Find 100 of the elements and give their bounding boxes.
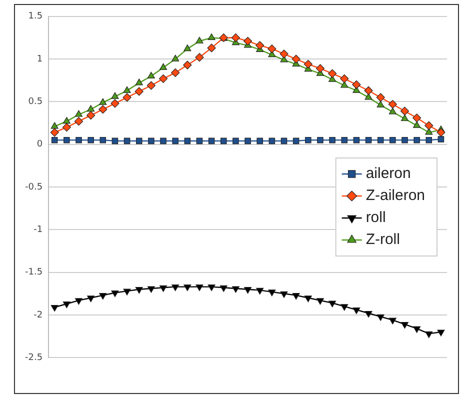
point	[146, 81, 156, 90]
point	[305, 136, 312, 144]
point	[160, 138, 166, 144]
point	[111, 290, 119, 298]
point	[74, 117, 84, 126]
point	[292, 138, 300, 144]
point	[329, 136, 336, 144]
point	[160, 285, 168, 292]
point	[292, 54, 300, 64]
point	[340, 74, 349, 83]
y-tick-label: -1	[34, 224, 43, 235]
point	[388, 100, 397, 109]
point	[124, 138, 130, 144]
point	[341, 136, 348, 144]
point	[413, 326, 421, 333]
point	[110, 99, 120, 108]
point	[100, 136, 106, 144]
point	[376, 93, 385, 102]
point	[232, 286, 240, 293]
point	[268, 44, 276, 54]
point	[388, 108, 396, 114]
point	[328, 300, 336, 308]
point	[208, 138, 215, 144]
point	[134, 87, 144, 96]
point	[184, 138, 191, 144]
point	[232, 138, 239, 144]
point	[436, 128, 446, 137]
point	[160, 63, 168, 70]
point	[390, 136, 396, 144]
point	[207, 44, 216, 52]
point	[388, 318, 396, 324]
point	[340, 81, 348, 88]
point	[438, 136, 444, 142]
point	[87, 105, 95, 112]
point	[317, 136, 324, 144]
point	[424, 121, 434, 130]
point	[122, 93, 132, 102]
point	[231, 33, 240, 42]
point	[304, 60, 312, 68]
point	[425, 128, 433, 135]
point	[99, 293, 107, 300]
point	[123, 288, 131, 296]
y-tick-label: 1.5	[28, 12, 43, 22]
point	[208, 284, 216, 292]
point	[112, 138, 118, 144]
point	[292, 293, 300, 300]
point	[256, 41, 264, 50]
point	[135, 78, 143, 86]
point	[220, 285, 228, 292]
point	[171, 68, 180, 77]
point	[147, 72, 155, 78]
point	[196, 284, 204, 292]
point	[402, 136, 408, 144]
point	[352, 308, 360, 314]
point	[414, 136, 420, 144]
point	[148, 138, 154, 144]
point	[196, 138, 203, 144]
point	[328, 69, 337, 78]
point	[136, 138, 142, 144]
point	[50, 128, 59, 137]
y-tick-label: 0	[36, 140, 43, 150]
point	[352, 80, 361, 89]
legend-label: Z-roll	[366, 231, 400, 248]
point	[64, 136, 70, 144]
point	[50, 304, 58, 312]
legend-label: aileron	[366, 165, 411, 182]
point	[88, 136, 94, 144]
y-tick-label: 1	[36, 54, 43, 64]
point	[98, 105, 108, 114]
point	[244, 287, 252, 294]
y-tick-label: -2	[34, 310, 43, 320]
point	[400, 106, 410, 116]
point	[426, 136, 432, 144]
point	[111, 92, 119, 99]
point	[172, 54, 180, 62]
y-tick-label: -2.5	[25, 352, 43, 363]
point	[87, 296, 95, 302]
point	[280, 291, 288, 298]
point	[280, 138, 288, 144]
point	[158, 74, 168, 83]
point	[208, 33, 216, 40]
point	[400, 114, 409, 122]
point	[220, 138, 227, 144]
legend-label: Z-aileron	[366, 187, 425, 204]
point	[256, 138, 263, 144]
point	[268, 138, 276, 144]
point	[62, 122, 71, 132]
point	[195, 53, 204, 62]
point	[86, 111, 96, 120]
point	[353, 136, 360, 144]
point	[74, 298, 83, 305]
point	[51, 136, 58, 144]
point	[74, 110, 83, 117]
point	[376, 314, 384, 321]
point	[147, 286, 155, 293]
point	[184, 44, 192, 52]
point	[76, 136, 82, 144]
point	[99, 98, 107, 105]
point	[437, 330, 445, 336]
point	[243, 36, 252, 46]
